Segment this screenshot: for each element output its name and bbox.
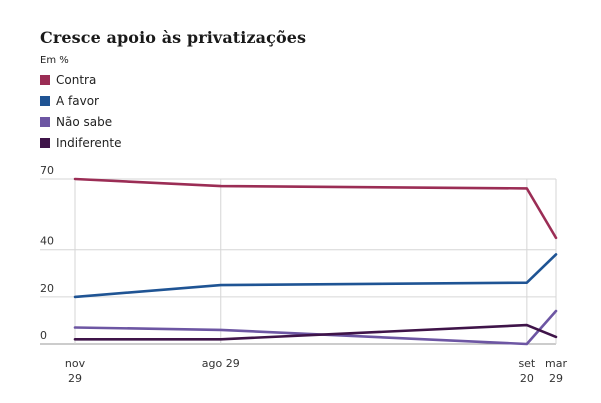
legend-label-contra: Contra	[56, 72, 97, 87]
legend: Contra A favor Não sabe Indiferente	[40, 69, 121, 153]
series-line-a-favor	[73, 253, 558, 299]
x-tick-label: nov	[65, 357, 86, 370]
x-tick-label: 29	[68, 372, 82, 385]
legend-item-a-favor: A favor	[40, 90, 121, 111]
y-tick-label: 40	[40, 235, 54, 248]
series-line-contra	[73, 177, 558, 240]
x-tick-label: 20	[520, 372, 534, 385]
legend-item-nao-sabe: Não sabe	[40, 111, 121, 132]
x-tick-label: ago 29	[202, 357, 240, 370]
chart-title: Cresce apoio às privatizações	[40, 28, 307, 47]
x-tick-label: mar	[545, 357, 567, 370]
legend-label-nao-sabe: Não sabe	[56, 114, 113, 129]
y-tick-label: 20	[40, 282, 54, 295]
legend-swatch-contra	[40, 74, 50, 85]
legend-label-a-favor: A favor	[56, 93, 99, 108]
legend-swatch-nao-sabe	[40, 116, 50, 127]
y-tick-label: 70	[40, 164, 54, 177]
legend-label-indiferente: Indiferente	[56, 135, 122, 150]
x-tick-label: 29	[549, 372, 563, 385]
series-line-indiferente	[73, 323, 558, 341]
legend-item-indiferente: Indiferente	[40, 132, 121, 153]
unit-label: Em %	[40, 55, 69, 66]
series-line-n-o-sabe	[73, 309, 558, 346]
legend-item-contra: Contra	[40, 69, 121, 90]
x-tick-label: set	[518, 357, 535, 370]
y-tick-label: 0	[40, 329, 47, 342]
legend-swatch-indiferente	[40, 137, 50, 148]
legend-swatch-a-favor	[40, 95, 50, 106]
